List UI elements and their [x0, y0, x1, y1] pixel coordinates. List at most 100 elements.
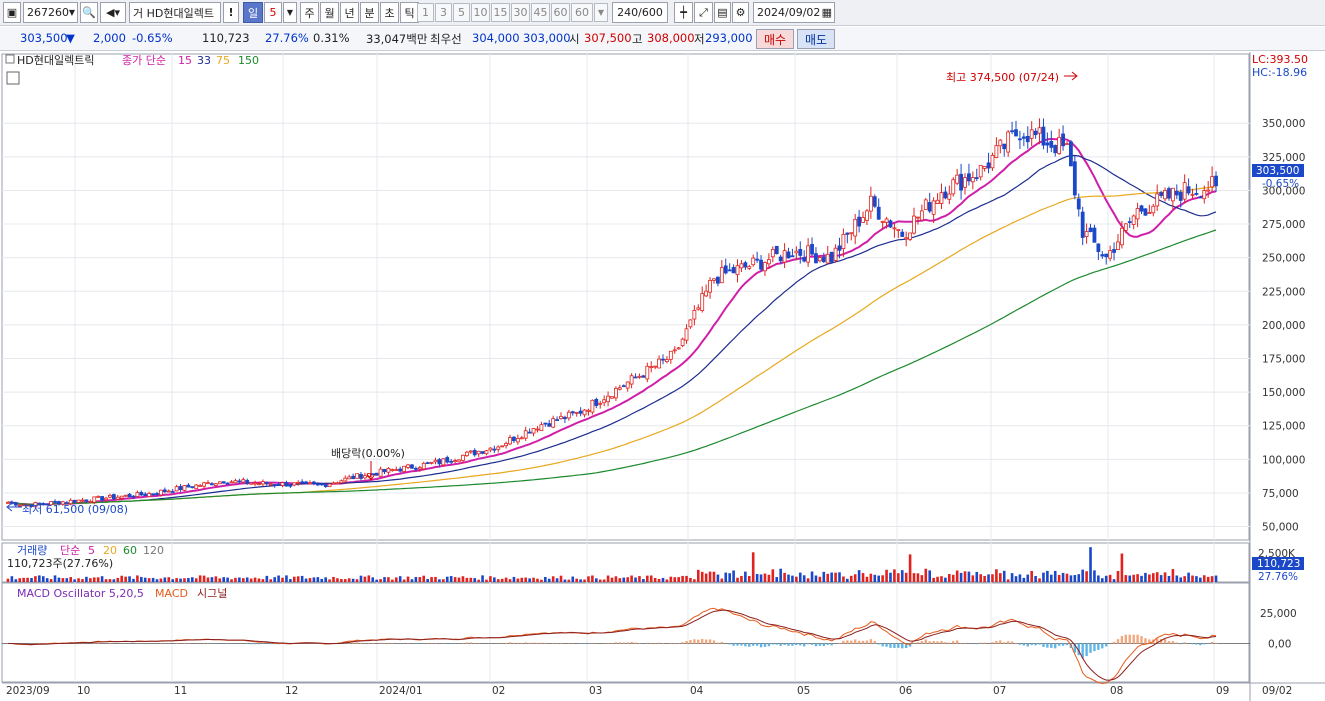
interval-30[interactable]: 30 [511, 3, 530, 22]
ma-150-line [7, 229, 1217, 506]
volume-bar [210, 577, 214, 582]
volume-bar [167, 577, 171, 582]
interval-45[interactable]: 45 [531, 3, 550, 22]
candle [680, 337, 685, 348]
candle [453, 458, 458, 464]
count-field[interactable]: 240/600 [612, 2, 668, 23]
macd-osc-bar [1073, 643, 1077, 653]
candle [947, 185, 952, 205]
volume-bar [638, 576, 641, 582]
stock-name-field[interactable]: 거 HD현대일렉트 [129, 2, 221, 23]
candle [155, 491, 159, 496]
volume-bar [547, 578, 551, 582]
volume-bar [1214, 575, 1218, 582]
turnover: 0.31% [313, 31, 350, 45]
vol-tag-pct: 27.76% [1258, 571, 1298, 583]
legend-signal: 시그널 [197, 587, 227, 600]
window-icon[interactable]: ▣ [3, 2, 21, 23]
volume-bar [1038, 578, 1041, 582]
period-n-field[interactable]: 5 [264, 2, 282, 23]
legend-vol-ma-label: 단순 [60, 544, 80, 557]
candle [480, 451, 485, 455]
volume-bar [434, 576, 437, 582]
interval-60-custom[interactable]: 60 [571, 3, 593, 22]
volume-bar [1210, 576, 1214, 582]
candle [272, 483, 277, 488]
interval-60[interactable]: 60 [551, 3, 570, 22]
candle [1076, 193, 1081, 217]
tab-week[interactable]: 주 [300, 2, 319, 23]
volume-bar [520, 577, 524, 582]
macd-osc-bar [183, 642, 186, 644]
interval-3[interactable]: 3 [435, 3, 452, 22]
volume-bar [900, 570, 904, 582]
vol-tag-value: 110,723 [1257, 558, 1300, 570]
interval-1[interactable]: 1 [417, 3, 434, 22]
volume-bar [422, 575, 426, 582]
macd-osc-bar [806, 643, 810, 645]
candle [178, 483, 183, 492]
tab-month[interactable]: 월 [320, 2, 339, 23]
candle [382, 468, 387, 475]
volume-bar [571, 576, 575, 582]
candle [1139, 204, 1144, 215]
settings-icon[interactable]: ⚙ [732, 2, 749, 23]
calendar-icon[interactable]: ▦ [821, 6, 832, 19]
interval-dropdown[interactable]: ▼ [594, 3, 608, 22]
candle [633, 373, 638, 379]
toolbar: ▣ 267260 ▼ 🔍 ◀▾ 거 HD현대일렉트 ! 일 5 ▼ 주 월 년 분… [0, 0, 1325, 26]
volume-bar [618, 578, 622, 582]
candle [998, 138, 1003, 154]
volume-bar [677, 577, 680, 582]
buy-button[interactable]: 매수 [756, 29, 794, 49]
stock-code-input[interactable]: 267260 ▼ [23, 2, 78, 23]
candle [72, 499, 77, 505]
tab-second[interactable]: 초 [380, 2, 399, 23]
save-icon[interactable]: ▤ [714, 2, 731, 23]
candle [492, 445, 497, 453]
candle [472, 448, 477, 457]
volume-bar [1112, 579, 1116, 582]
tab-minute[interactable]: 분 [360, 2, 379, 23]
candle [237, 478, 242, 484]
tab-year[interactable]: 년 [340, 2, 359, 23]
volume-bar [147, 578, 151, 582]
x-tick-label: 04 [690, 685, 704, 697]
candle [617, 384, 622, 391]
candle [131, 495, 136, 500]
sell-button[interactable]: 매도 [797, 29, 835, 49]
volume-bar [967, 571, 971, 582]
candle [1029, 121, 1034, 147]
macd-tick-label: 25,000 [1260, 608, 1297, 620]
volume-bar [1171, 569, 1175, 582]
macd-osc-bar [936, 641, 939, 644]
candle [343, 475, 348, 484]
chart-type-icon[interactable]: ┿ [674, 2, 693, 23]
high-annotation: 최고 374,500 (07/24) [946, 71, 1078, 84]
volume-bar [630, 575, 633, 582]
interval-15[interactable]: 15 [491, 3, 510, 22]
alert-button[interactable]: ! [223, 2, 239, 23]
macd-osc-bar [999, 640, 1002, 644]
volume-bar [96, 577, 100, 582]
sound-icon[interactable]: ◀▾ [100, 2, 126, 23]
volume-bar [798, 572, 802, 582]
search-icon[interactable]: 🔍 [80, 2, 98, 23]
candle [625, 381, 630, 392]
date-field[interactable]: 2024/09/02 ▦ [753, 2, 835, 23]
period-dropdown[interactable]: ▼ [283, 2, 297, 23]
macd-osc-bar [708, 639, 712, 644]
volume-bar [14, 579, 18, 582]
crosshair-icon[interactable]: ⤢ [694, 2, 713, 23]
tab-day[interactable]: 일 [243, 2, 263, 23]
volume-bar [473, 578, 477, 582]
table-icon[interactable] [6, 71, 20, 85]
candle [292, 482, 297, 487]
macd-osc-bar [963, 642, 967, 644]
volume-bar [532, 577, 535, 582]
interval-5[interactable]: 5 [453, 3, 470, 22]
interval-10[interactable]: 10 [471, 3, 490, 22]
macd-osc-bar [795, 643, 798, 646]
volume-bar [567, 579, 571, 582]
